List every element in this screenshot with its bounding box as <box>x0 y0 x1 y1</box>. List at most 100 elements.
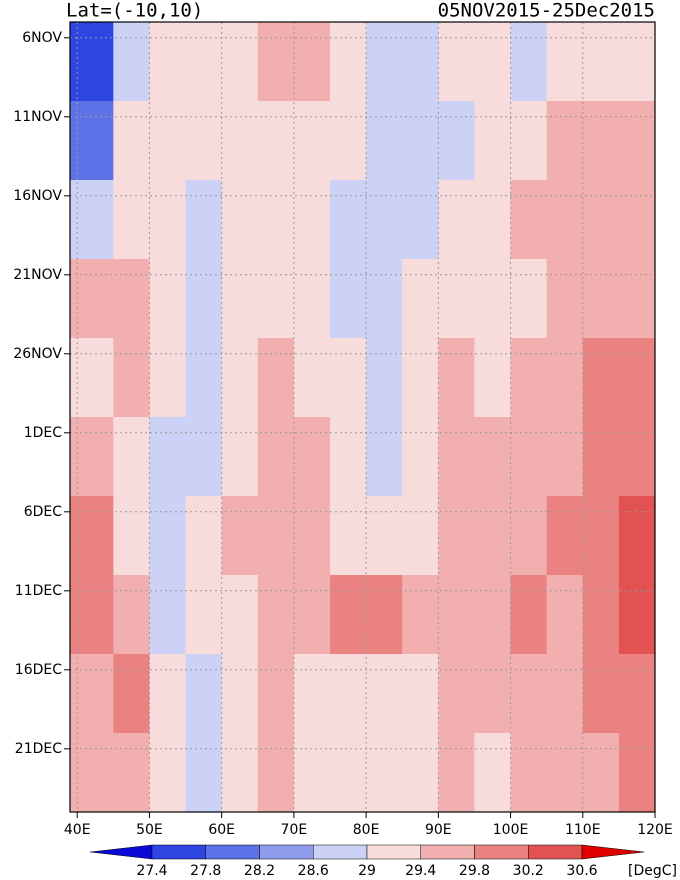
cell <box>330 22 367 102</box>
cell <box>221 417 259 497</box>
cell <box>582 733 620 813</box>
cell <box>185 417 223 497</box>
cell <box>474 180 512 260</box>
cell <box>402 259 439 339</box>
colorbar-tick-label: 30.2 <box>513 863 544 879</box>
cell <box>113 180 150 260</box>
cell <box>221 575 259 655</box>
cell <box>293 496 331 576</box>
cell <box>70 338 114 418</box>
cell <box>330 733 367 813</box>
y-tick-label: 6NOV <box>22 30 62 46</box>
cell <box>149 417 187 497</box>
cell <box>293 733 331 813</box>
cell <box>221 180 259 260</box>
x-tick-label: 100E <box>493 822 529 838</box>
cell <box>366 22 403 102</box>
cell <box>546 575 584 655</box>
cell <box>618 575 656 655</box>
cell <box>438 496 475 576</box>
cell <box>366 338 403 418</box>
cell <box>257 259 295 339</box>
cell <box>293 417 331 497</box>
x-tick-label: 80E <box>353 822 380 838</box>
cell <box>546 22 584 102</box>
cell <box>330 654 367 734</box>
cell <box>293 654 331 734</box>
cell <box>402 101 439 181</box>
cell <box>474 417 512 497</box>
x-tick-label: 40E <box>64 822 91 838</box>
cell <box>546 338 584 418</box>
colorbar-unit: [DegC] <box>628 863 677 879</box>
y-tick-label: 26NOV <box>13 346 62 362</box>
cell <box>257 575 295 655</box>
cell <box>257 338 295 418</box>
colorbar-segment <box>528 844 583 860</box>
chart-subtitle: 05NOV2015-25Dec2015 <box>438 0 655 22</box>
cell <box>582 417 620 497</box>
cell <box>510 101 548 181</box>
cell <box>618 417 656 497</box>
cell <box>185 654 223 734</box>
cell <box>366 259 403 339</box>
cell <box>438 101 475 181</box>
y-tick-label: 21NOV <box>13 267 62 283</box>
cell <box>113 575 150 655</box>
x-tick-label: 90E <box>425 822 452 838</box>
cell <box>257 180 295 260</box>
cell <box>330 101 367 181</box>
cell <box>618 654 656 734</box>
cell <box>70 496 114 576</box>
cell <box>366 575 403 655</box>
cell <box>546 733 584 813</box>
cell <box>546 101 584 181</box>
cell <box>149 496 187 576</box>
cell <box>474 575 512 655</box>
cell <box>582 259 620 339</box>
cell <box>113 101 150 181</box>
cell <box>474 22 512 102</box>
cell <box>113 22 150 102</box>
cell <box>185 733 223 813</box>
cell <box>510 338 548 418</box>
cell <box>546 417 584 497</box>
cell <box>402 654 439 734</box>
cell <box>221 259 259 339</box>
cell <box>113 733 150 813</box>
colorbar-tick-label: 27.8 <box>190 863 221 879</box>
cell <box>330 496 367 576</box>
cell <box>366 496 403 576</box>
cell <box>221 101 259 181</box>
x-tick-label: 60E <box>208 822 235 838</box>
cell <box>402 733 439 813</box>
cell <box>582 338 620 418</box>
cell <box>293 180 331 260</box>
cell <box>257 496 295 576</box>
cell <box>149 575 187 655</box>
cell <box>474 496 512 576</box>
cell <box>149 180 187 260</box>
cell <box>149 259 187 339</box>
cell <box>510 575 548 655</box>
cell <box>113 259 150 339</box>
cell <box>438 338 475 418</box>
cell <box>293 22 331 102</box>
chart-title: Lat=(-10,10) <box>66 0 203 22</box>
cell <box>546 180 584 260</box>
cell <box>366 101 403 181</box>
cell <box>70 101 114 181</box>
cell <box>582 180 620 260</box>
cell <box>618 338 656 418</box>
colorbar-segment <box>151 844 206 860</box>
cell <box>402 338 439 418</box>
colorbar-tick-label: 30.6 <box>566 863 597 879</box>
cell <box>618 22 656 102</box>
cell <box>330 575 367 655</box>
cell <box>402 496 439 576</box>
cell <box>546 259 584 339</box>
y-tick-label: 21DEC <box>15 741 62 757</box>
cell <box>149 22 187 102</box>
colorbar-tick-label: 29 <box>358 863 376 879</box>
cell <box>618 733 656 813</box>
